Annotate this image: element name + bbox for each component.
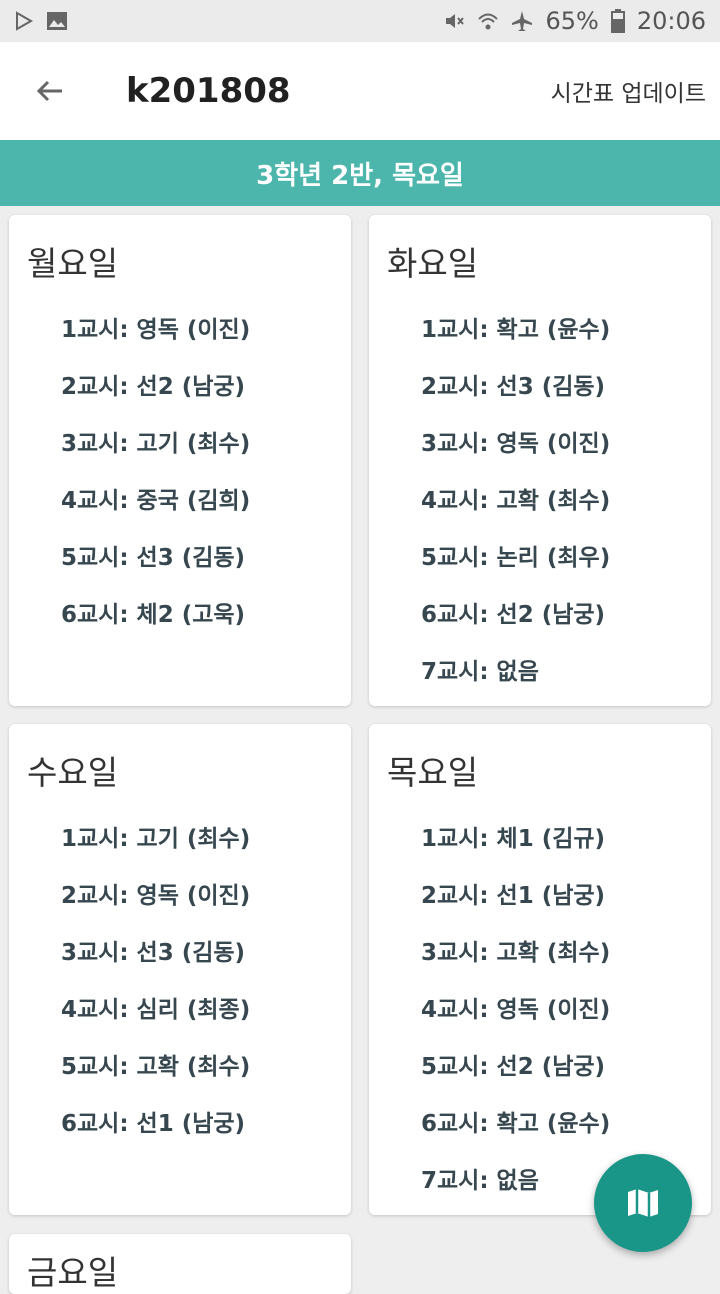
day-title: 금요일 bbox=[27, 1253, 119, 1292]
period-item: 5교시: 선3 (김동) bbox=[61, 545, 246, 571]
period-item: 4교시: 고확 (최수) bbox=[421, 488, 611, 514]
status-bar: 65% 20:06 bbox=[0, 0, 720, 42]
map-fab-button[interactable] bbox=[594, 1154, 692, 1252]
period-item: 4교시: 영독 (이진) bbox=[421, 997, 611, 1023]
period-item: 7교시: 없음 bbox=[421, 659, 539, 685]
period-item: 2교시: 영독 (이진) bbox=[61, 883, 251, 909]
play-store-icon bbox=[14, 11, 34, 31]
period-item: 5교시: 고확 (최수) bbox=[61, 1054, 251, 1080]
period-item: 5교시: 선2 (남궁) bbox=[421, 1054, 606, 1080]
arrow-left-icon bbox=[36, 80, 62, 102]
airplane-icon bbox=[511, 10, 533, 32]
day-title: 화요일 bbox=[387, 244, 479, 283]
period-item: 7교시: 없음 bbox=[421, 1168, 539, 1194]
page-title: k201808 bbox=[126, 71, 291, 111]
period-item: 3교시: 고기 (최수) bbox=[61, 431, 251, 457]
period-item: 1교시: 고기 (최수) bbox=[61, 826, 251, 852]
day-card-wednesday: 수요일 1교시: 고기 (최수) 2교시: 영독 (이진) 3교시: 선3 (김… bbox=[9, 724, 351, 1215]
update-timetable-button[interactable]: 시간표 업데이트 bbox=[550, 81, 706, 107]
day-title: 월요일 bbox=[27, 244, 119, 283]
battery-percent: 65% bbox=[545, 7, 599, 35]
battery-icon bbox=[610, 9, 625, 33]
period-item: 6교시: 체2 (고욱) bbox=[61, 602, 246, 628]
period-list: 1교시: 영독 (이진) 2교시: 선2 (남궁) 3교시: 고기 (최수) 4… bbox=[61, 315, 250, 657]
mute-icon bbox=[443, 10, 465, 32]
period-list: 1교시: 고기 (최수) 2교시: 영독 (이진) 3교시: 선3 (김동) 4… bbox=[61, 824, 250, 1166]
period-item: 6교시: 선1 (남궁) bbox=[61, 1111, 246, 1137]
day-title: 목요일 bbox=[387, 753, 479, 792]
period-list: 1교시: 확고 (윤수) 2교시: 선3 (김동) 3교시: 영독 (이진) 4… bbox=[421, 315, 610, 706]
day-card-tuesday: 화요일 1교시: 확고 (윤수) 2교시: 선3 (김동) 3교시: 영독 (이… bbox=[369, 215, 711, 706]
period-item: 1교시: 체1 (김규) bbox=[421, 826, 606, 852]
period-item: 2교시: 선1 (남궁) bbox=[421, 883, 606, 909]
period-item: 4교시: 중국 (김희) bbox=[61, 488, 251, 514]
day-title: 수요일 bbox=[27, 753, 119, 792]
day-card-monday: 월요일 1교시: 영독 (이진) 2교시: 선2 (남궁) 3교시: 고기 (최… bbox=[9, 215, 351, 706]
period-item: 1교시: 확고 (윤수) bbox=[421, 317, 611, 343]
period-item: 6교시: 선2 (남궁) bbox=[421, 602, 606, 628]
period-item: 2교시: 선3 (김동) bbox=[421, 374, 606, 400]
period-item: 3교시: 영독 (이진) bbox=[421, 431, 611, 457]
period-item: 6교시: 확고 (윤수) bbox=[421, 1111, 611, 1137]
app-bar: k201808 시간표 업데이트 bbox=[0, 42, 720, 140]
period-item: 1교시: 영독 (이진) bbox=[61, 317, 251, 343]
day-card-friday: 금요일 bbox=[9, 1234, 351, 1294]
class-day-header: 3학년 2반, 목요일 bbox=[0, 140, 720, 206]
period-item: 2교시: 선2 (남궁) bbox=[61, 374, 246, 400]
period-item: 3교시: 고확 (최수) bbox=[421, 940, 611, 966]
day-card-thursday: 목요일 1교시: 체1 (김규) 2교시: 선1 (남궁) 3교시: 고확 (최… bbox=[369, 724, 711, 1215]
period-list: 1교시: 체1 (김규) 2교시: 선1 (남궁) 3교시: 고확 (최수) 4… bbox=[421, 824, 610, 1215]
period-item: 4교시: 심리 (최종) bbox=[61, 997, 251, 1023]
period-item: 3교시: 선3 (김동) bbox=[61, 940, 246, 966]
period-item: 5교시: 논리 (최우) bbox=[421, 545, 611, 571]
wifi-icon bbox=[477, 10, 499, 32]
image-icon bbox=[46, 11, 68, 31]
map-icon bbox=[628, 1189, 658, 1217]
clock: 20:06 bbox=[636, 7, 706, 35]
back-button[interactable] bbox=[30, 71, 70, 111]
